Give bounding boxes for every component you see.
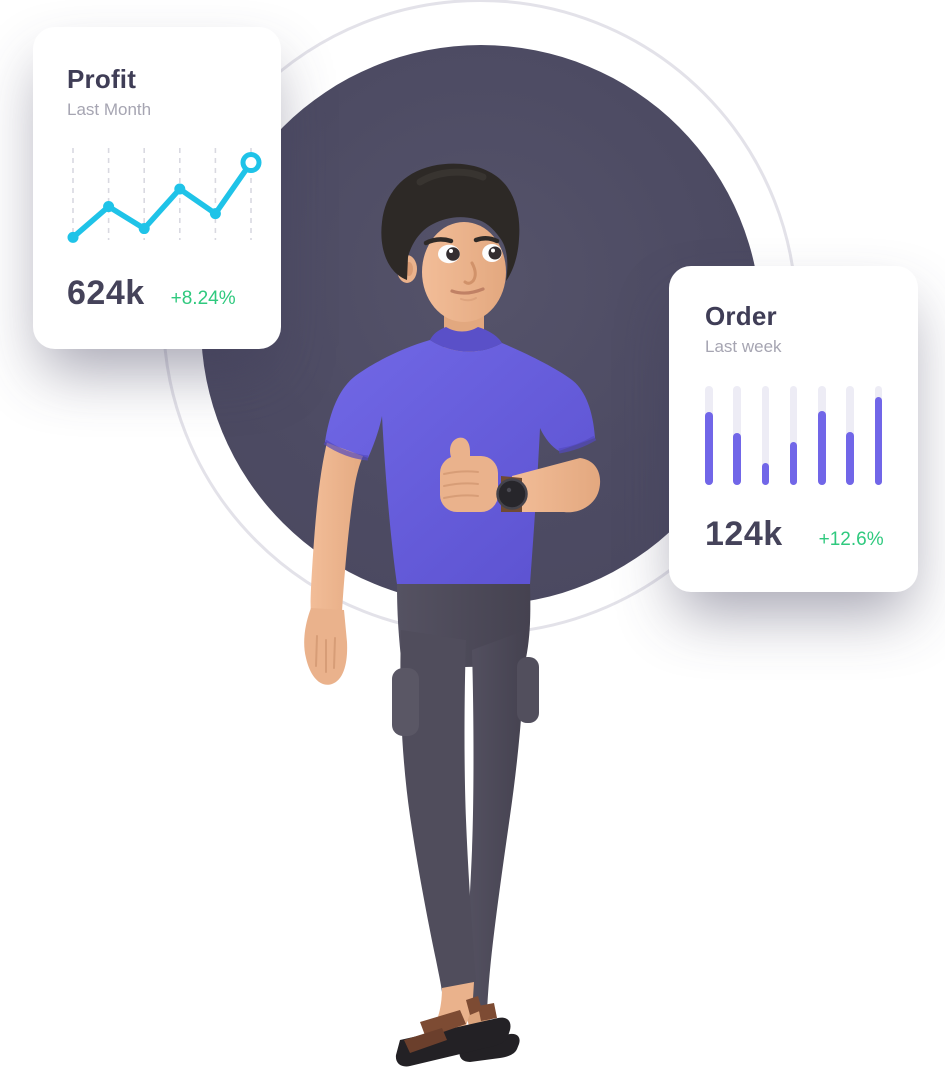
profit-card-stats: 624k +8.24%: [67, 274, 250, 313]
character-left-leg: [400, 630, 476, 992]
thumb-up: [450, 437, 470, 468]
cargo-pocket-right: [517, 657, 539, 723]
data-point: [138, 223, 150, 235]
bar-track: [846, 386, 854, 485]
character-feet: [395, 982, 520, 1067]
character-thumbs-up-arm: [440, 437, 601, 513]
sandal-front-straps: [420, 1010, 466, 1038]
order-value: 124k: [705, 515, 783, 553]
profit-line: [70, 159, 254, 241]
bar-fill: [818, 410, 826, 485]
cargo-pocket-left: [392, 668, 419, 736]
bar-fill: [761, 463, 769, 485]
profit-card-subtitle: Last Month: [67, 100, 152, 119]
sandal-front-sole: [395, 1017, 511, 1067]
profit-card: Profit Last Month 624k +8.24%: [33, 27, 281, 349]
order-card-title: Order: [705, 301, 777, 331]
character-pants: [392, 584, 539, 1018]
bar-fill: [789, 442, 798, 485]
character-illustration: [304, 163, 601, 1067]
order-card-subtitle: Last week: [705, 337, 782, 356]
character-head: [381, 163, 520, 355]
watch: [496, 476, 528, 512]
data-point: [67, 231, 79, 243]
sandal-rear-straps: [478, 1003, 497, 1021]
character-hair: [381, 163, 520, 281]
order-change: +12.6%: [818, 529, 884, 550]
last-data-point-ring: [240, 152, 262, 174]
data-point: [209, 208, 221, 220]
profit-value: 624k: [67, 274, 145, 312]
profit-line-chart: [67, 148, 262, 243]
bar-track: [818, 386, 826, 485]
bar-track: [789, 386, 798, 485]
character-left-arm: [304, 438, 368, 685]
data-point: [103, 201, 115, 213]
bar-track: [874, 386, 882, 485]
bar-track: [705, 386, 713, 485]
bar-track: [761, 386, 769, 485]
order-card-stats: 124k +12.6%: [705, 515, 887, 554]
character-face: [422, 222, 506, 322]
bar-fill: [874, 396, 882, 485]
bar-fill: [733, 432, 741, 485]
profit-card-title: Profit: [67, 64, 137, 94]
bar-track: [733, 386, 741, 485]
order-bar-chart: [705, 386, 882, 485]
bar-fill: [846, 431, 854, 485]
character-right-leg: [462, 630, 526, 1018]
profit-change: +8.24%: [170, 288, 236, 309]
order-card: Order Last week 124k +12.6%: [669, 266, 918, 592]
data-point: [174, 183, 186, 195]
bar-fill: [705, 411, 713, 485]
